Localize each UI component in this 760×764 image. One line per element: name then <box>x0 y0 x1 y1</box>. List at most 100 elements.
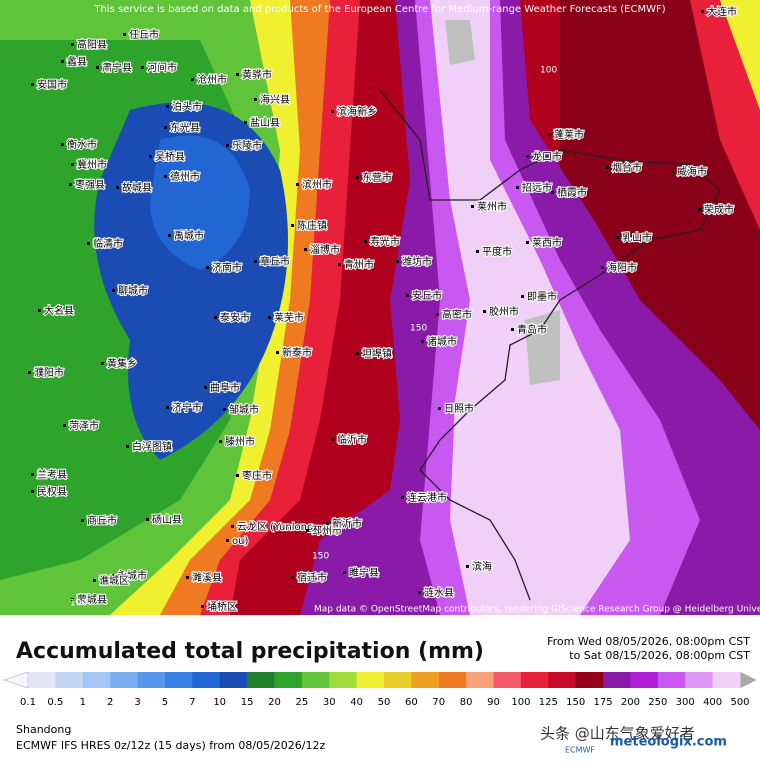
city-label: 平度市 <box>482 245 512 258</box>
city-label: 济宁市 <box>172 401 202 414</box>
city-label: 乳山市 <box>622 231 652 244</box>
legend-swatch <box>110 672 139 688</box>
city-label: 枣庄市 <box>242 469 272 482</box>
legend-swatch <box>466 672 495 688</box>
legend-swatch <box>192 672 221 688</box>
banner: This service is based on data and produc… <box>93 4 665 15</box>
city-label: 荣成市 <box>704 203 734 216</box>
city-dot <box>616 236 619 239</box>
city-label: 邳州市 <box>312 524 342 537</box>
city-label: 盐山县 <box>250 116 280 129</box>
city-label: 莱芜市 <box>274 311 304 324</box>
city-label: 谯城区 <box>99 574 129 587</box>
legend-swatch <box>685 672 714 688</box>
legend-label: 125 <box>539 697 558 708</box>
city-dot <box>483 310 486 313</box>
city-dot <box>436 313 439 316</box>
city-label: 潍坊市 <box>402 255 432 268</box>
contour-label: 100 <box>540 66 557 76</box>
city-label: 涟水县 <box>424 586 454 599</box>
legend-swatch <box>55 672 84 688</box>
legend-swatch <box>301 672 330 688</box>
city-label: 海阳市 <box>607 261 637 274</box>
city-dot <box>111 574 114 577</box>
legend-swatch <box>493 672 522 688</box>
city-dot <box>338 263 341 266</box>
city-label: 任丘市 <box>129 28 159 41</box>
city-label: 济南市 <box>212 261 242 274</box>
city-dot <box>63 424 66 427</box>
legend-swatch <box>28 672 56 688</box>
city-dot <box>516 186 519 189</box>
city-label: 黄集乡 <box>107 357 137 370</box>
city-dot <box>331 110 334 113</box>
region-name: Shandong <box>16 723 71 736</box>
city-label: 砀山县 <box>152 514 182 526</box>
city-dot <box>304 248 307 251</box>
legend-swatch <box>548 672 577 688</box>
city-dot <box>254 260 257 263</box>
city-label: 泊头市 <box>172 100 202 113</box>
city-label: 临沂市 <box>337 433 367 446</box>
city-label: 高密市 <box>442 308 472 321</box>
city-label: 兰考县 <box>37 468 67 481</box>
region <box>720 0 760 110</box>
legend-swatch <box>603 672 631 688</box>
city-label: 栖霞市 <box>557 186 587 199</box>
contour-label: 150 <box>312 552 329 562</box>
city-label: 安丘市 <box>412 289 442 302</box>
city-label: 新沂市 <box>332 517 362 530</box>
city-label: 东光县 <box>170 121 200 134</box>
city-label: 聊城市 <box>118 284 148 297</box>
city-dot <box>548 133 551 136</box>
legend-swatch <box>164 672 193 688</box>
city-dot <box>226 144 229 147</box>
city-dot <box>671 170 674 173</box>
city-label: 大名县 <box>44 304 74 317</box>
city-label: 威海市 <box>677 165 707 178</box>
city-dot <box>356 176 359 179</box>
city-label: 蒙城县 <box>77 593 107 606</box>
city-label: 龙口市 <box>532 150 562 163</box>
city-dot <box>149 155 152 158</box>
city-label: 黄骅市 <box>242 68 272 81</box>
city-label: 故城县 <box>122 181 152 194</box>
city-dot <box>421 340 424 343</box>
city-label: 寿光市 <box>370 235 400 248</box>
legend-swatch <box>411 672 440 688</box>
legend-label: 30 <box>323 697 336 708</box>
legend-label: 90 <box>487 697 500 708</box>
city-dot <box>291 224 294 227</box>
city-dot <box>28 371 31 374</box>
city-label: 烟台市 <box>612 161 642 174</box>
city-label: 滨海 <box>472 560 492 573</box>
legend-label: 300 <box>676 697 695 708</box>
city-label: 滨州市 <box>302 178 332 191</box>
legend: 0.1 0.5 1 2 3 5 7 10 15 20 25 30 40 50 60 70 80 90 100 125 1… <box>3 671 757 708</box>
legend-swatch <box>384 672 412 688</box>
city-dot <box>476 250 479 253</box>
city-label: 莱州市 <box>477 200 507 213</box>
city-dot <box>141 66 144 69</box>
city-dot <box>268 316 271 319</box>
legend-label: 20 <box>268 697 281 708</box>
city-label: 河间市 <box>147 61 177 74</box>
city-label: 宿迁市 <box>297 571 327 584</box>
legend-swatch <box>438 672 467 688</box>
watermark: 头条 @山东气象爱好者 <box>540 725 695 743</box>
legend-swatch <box>329 672 358 688</box>
legend-swatch <box>274 672 303 688</box>
legend-label: 1 <box>80 697 86 708</box>
legend-swatch <box>657 672 686 688</box>
city-dot <box>364 240 367 243</box>
city-label: 海兴县 <box>260 93 290 106</box>
city-dot <box>71 163 74 166</box>
city-dot <box>219 440 222 443</box>
city-label: 连云港市 <box>407 491 447 504</box>
site: meteologix.com <box>610 735 727 750</box>
city-label: 枣强县 <box>75 179 105 191</box>
city-dot <box>343 571 346 574</box>
city-dot <box>126 445 129 448</box>
city-label: 高阳县 <box>77 38 107 51</box>
